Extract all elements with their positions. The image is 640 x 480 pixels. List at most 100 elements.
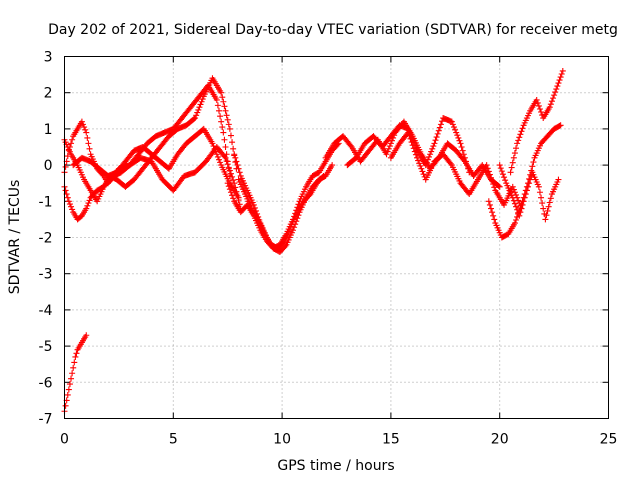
y-tick-label: -3 bbox=[39, 267, 53, 283]
data-point bbox=[219, 124, 226, 131]
data-point bbox=[536, 189, 543, 196]
data-point bbox=[513, 145, 520, 152]
data-point bbox=[511, 200, 518, 207]
data-point bbox=[406, 132, 413, 139]
data-point bbox=[522, 191, 529, 198]
data-point bbox=[410, 145, 417, 152]
data-point bbox=[495, 182, 502, 189]
data-point bbox=[539, 200, 546, 207]
data-point bbox=[536, 105, 543, 112]
data-point bbox=[221, 136, 228, 143]
data-point bbox=[540, 205, 547, 212]
data-point bbox=[465, 165, 472, 172]
data-point bbox=[502, 177, 509, 184]
y-tick-label: -1 bbox=[39, 194, 53, 210]
data-point bbox=[428, 148, 435, 155]
series-arc-j bbox=[387, 129, 525, 212]
data-point bbox=[422, 162, 429, 169]
data-point bbox=[226, 186, 233, 193]
data-point bbox=[81, 124, 88, 131]
chart-title: Day 202 of 2021, Sidereal Day-to-day VTE… bbox=[48, 22, 618, 38]
data-point bbox=[224, 161, 231, 168]
data-point bbox=[231, 151, 238, 158]
data-point bbox=[407, 135, 414, 142]
data-point bbox=[227, 189, 234, 196]
data-point bbox=[280, 239, 287, 246]
data-point bbox=[489, 177, 496, 184]
data-point bbox=[193, 112, 200, 119]
y-tick-label: -6 bbox=[39, 375, 53, 391]
data-point bbox=[209, 140, 216, 147]
data-point bbox=[215, 107, 222, 114]
data-point bbox=[230, 145, 237, 152]
data-point bbox=[84, 134, 91, 141]
data-point bbox=[412, 151, 419, 158]
data-point bbox=[210, 143, 217, 150]
data-point bbox=[548, 98, 555, 105]
data-point bbox=[429, 145, 436, 152]
data-point bbox=[496, 162, 503, 169]
series-arc-d bbox=[70, 125, 242, 201]
data-point bbox=[282, 242, 289, 249]
data-point bbox=[544, 207, 551, 214]
data-point bbox=[511, 150, 518, 157]
data-layer bbox=[61, 67, 566, 415]
data-point bbox=[498, 168, 505, 175]
data-point bbox=[411, 148, 418, 155]
data-point bbox=[514, 140, 521, 147]
data-point bbox=[408, 139, 415, 146]
data-point bbox=[499, 171, 506, 178]
data-point bbox=[556, 77, 563, 84]
data-point bbox=[418, 165, 425, 172]
data-point bbox=[507, 169, 514, 176]
data-point bbox=[221, 153, 228, 160]
data-point bbox=[319, 174, 326, 181]
data-point bbox=[535, 102, 542, 109]
data-point bbox=[484, 165, 491, 172]
data-point bbox=[510, 154, 517, 161]
data-point bbox=[453, 129, 460, 136]
data-point bbox=[68, 140, 75, 147]
data-point bbox=[79, 121, 86, 128]
data-point bbox=[460, 151, 467, 158]
data-point bbox=[218, 89, 225, 96]
data-point bbox=[229, 139, 236, 146]
data-point bbox=[555, 80, 562, 87]
data-point bbox=[529, 163, 536, 170]
data-point bbox=[69, 370, 76, 377]
data-point bbox=[520, 198, 527, 205]
data-point bbox=[306, 192, 313, 199]
data-point bbox=[437, 121, 444, 128]
data-point bbox=[64, 194, 71, 201]
data-point bbox=[518, 128, 525, 135]
data-point bbox=[68, 203, 75, 210]
data-point bbox=[552, 89, 559, 96]
data-point bbox=[222, 144, 229, 150]
data-point bbox=[458, 144, 465, 150]
data-point bbox=[434, 130, 441, 137]
data-point bbox=[491, 216, 498, 223]
data-point bbox=[487, 174, 494, 181]
data-point bbox=[232, 154, 239, 161]
data-point bbox=[383, 151, 390, 158]
data-point bbox=[523, 187, 530, 194]
data-point bbox=[65, 386, 72, 393]
data-point bbox=[196, 104, 203, 111]
data-point bbox=[535, 183, 542, 190]
data-point bbox=[405, 129, 412, 136]
data-point bbox=[533, 96, 540, 103]
data-point bbox=[491, 184, 498, 191]
data-point bbox=[556, 122, 563, 129]
data-point bbox=[526, 180, 533, 187]
data-point bbox=[510, 186, 517, 193]
data-point bbox=[225, 183, 232, 190]
data-point bbox=[485, 198, 492, 205]
data-point bbox=[517, 131, 524, 138]
data-point bbox=[501, 174, 508, 181]
data-point bbox=[464, 162, 471, 169]
data-point bbox=[514, 206, 521, 213]
y-tick-label: -4 bbox=[39, 303, 53, 319]
data-point bbox=[538, 194, 545, 201]
data-point bbox=[547, 195, 554, 202]
series-arc-l bbox=[496, 162, 562, 223]
